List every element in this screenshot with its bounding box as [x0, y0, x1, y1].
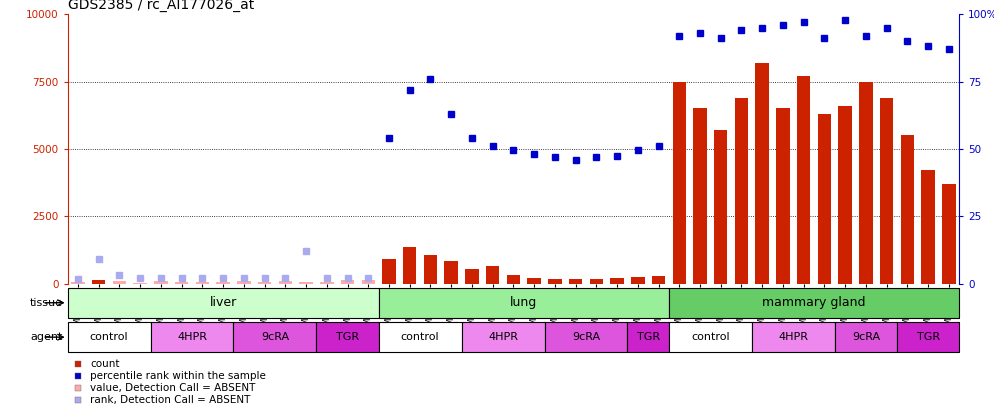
- Text: TGR: TGR: [636, 332, 660, 342]
- Bar: [234, 322, 316, 352]
- Text: rank, Detection Call = ABSENT: rank, Detection Call = ABSENT: [89, 395, 250, 405]
- Text: 9cRA: 9cRA: [572, 332, 600, 342]
- Text: liver: liver: [210, 296, 237, 309]
- Bar: [589, 279, 603, 283]
- Bar: [92, 280, 105, 284]
- Text: agent: agent: [30, 332, 63, 342]
- Bar: [379, 288, 669, 318]
- Text: value, Detection Call = ABSENT: value, Detection Call = ABSENT: [89, 383, 255, 393]
- Bar: [669, 288, 959, 318]
- Bar: [751, 322, 835, 352]
- Bar: [693, 109, 707, 284]
- Bar: [154, 281, 168, 283]
- Bar: [835, 322, 897, 352]
- Bar: [444, 260, 458, 284]
- Text: 9cRA: 9cRA: [260, 332, 289, 342]
- Text: percentile rank within the sample: percentile rank within the sample: [89, 371, 265, 381]
- Bar: [507, 275, 520, 284]
- Bar: [859, 81, 873, 284]
- Bar: [217, 282, 230, 283]
- Text: tissue: tissue: [30, 298, 63, 308]
- Text: mammary gland: mammary gland: [762, 296, 866, 309]
- Bar: [341, 280, 354, 284]
- Bar: [735, 98, 748, 284]
- Bar: [942, 184, 955, 284]
- Bar: [776, 109, 789, 284]
- Text: lung: lung: [510, 296, 538, 309]
- Bar: [72, 282, 84, 283]
- Bar: [257, 282, 271, 284]
- Text: count: count: [89, 359, 119, 369]
- Text: 4HPR: 4HPR: [778, 332, 808, 342]
- Bar: [528, 278, 541, 284]
- Bar: [403, 247, 416, 284]
- Bar: [379, 322, 461, 352]
- Bar: [627, 322, 669, 352]
- Bar: [423, 255, 437, 284]
- Bar: [316, 322, 379, 352]
- Bar: [112, 281, 126, 283]
- Text: 9cRA: 9cRA: [852, 332, 880, 342]
- Bar: [68, 322, 150, 352]
- Bar: [673, 81, 686, 284]
- Bar: [838, 106, 852, 284]
- Bar: [150, 322, 234, 352]
- Bar: [610, 278, 624, 284]
- Bar: [362, 280, 375, 283]
- Bar: [175, 281, 189, 283]
- Bar: [569, 279, 582, 284]
- Bar: [921, 171, 934, 284]
- Text: control: control: [89, 332, 128, 342]
- Bar: [133, 283, 147, 284]
- Text: TGR: TGR: [336, 332, 359, 342]
- Bar: [880, 98, 894, 284]
- Bar: [320, 282, 334, 283]
- Bar: [714, 130, 728, 284]
- Bar: [548, 279, 562, 284]
- Bar: [897, 322, 959, 352]
- Text: 4HPR: 4HPR: [488, 332, 518, 342]
- Bar: [383, 259, 396, 283]
- Bar: [465, 269, 479, 283]
- Bar: [631, 277, 644, 283]
- Bar: [196, 282, 209, 284]
- Bar: [278, 281, 292, 284]
- Bar: [755, 63, 769, 283]
- Text: GDS2385 / rc_AI177026_at: GDS2385 / rc_AI177026_at: [68, 0, 253, 12]
- Bar: [486, 266, 499, 284]
- Bar: [299, 281, 313, 283]
- Text: control: control: [401, 332, 439, 342]
- Text: TGR: TGR: [916, 332, 939, 342]
- Bar: [652, 276, 665, 283]
- Bar: [818, 114, 831, 284]
- Bar: [545, 322, 627, 352]
- Bar: [461, 322, 545, 352]
- Bar: [68, 288, 379, 318]
- Text: 4HPR: 4HPR: [177, 332, 207, 342]
- Bar: [669, 322, 751, 352]
- Bar: [901, 135, 914, 284]
- Bar: [238, 281, 250, 283]
- Text: control: control: [691, 332, 730, 342]
- Bar: [797, 76, 810, 284]
